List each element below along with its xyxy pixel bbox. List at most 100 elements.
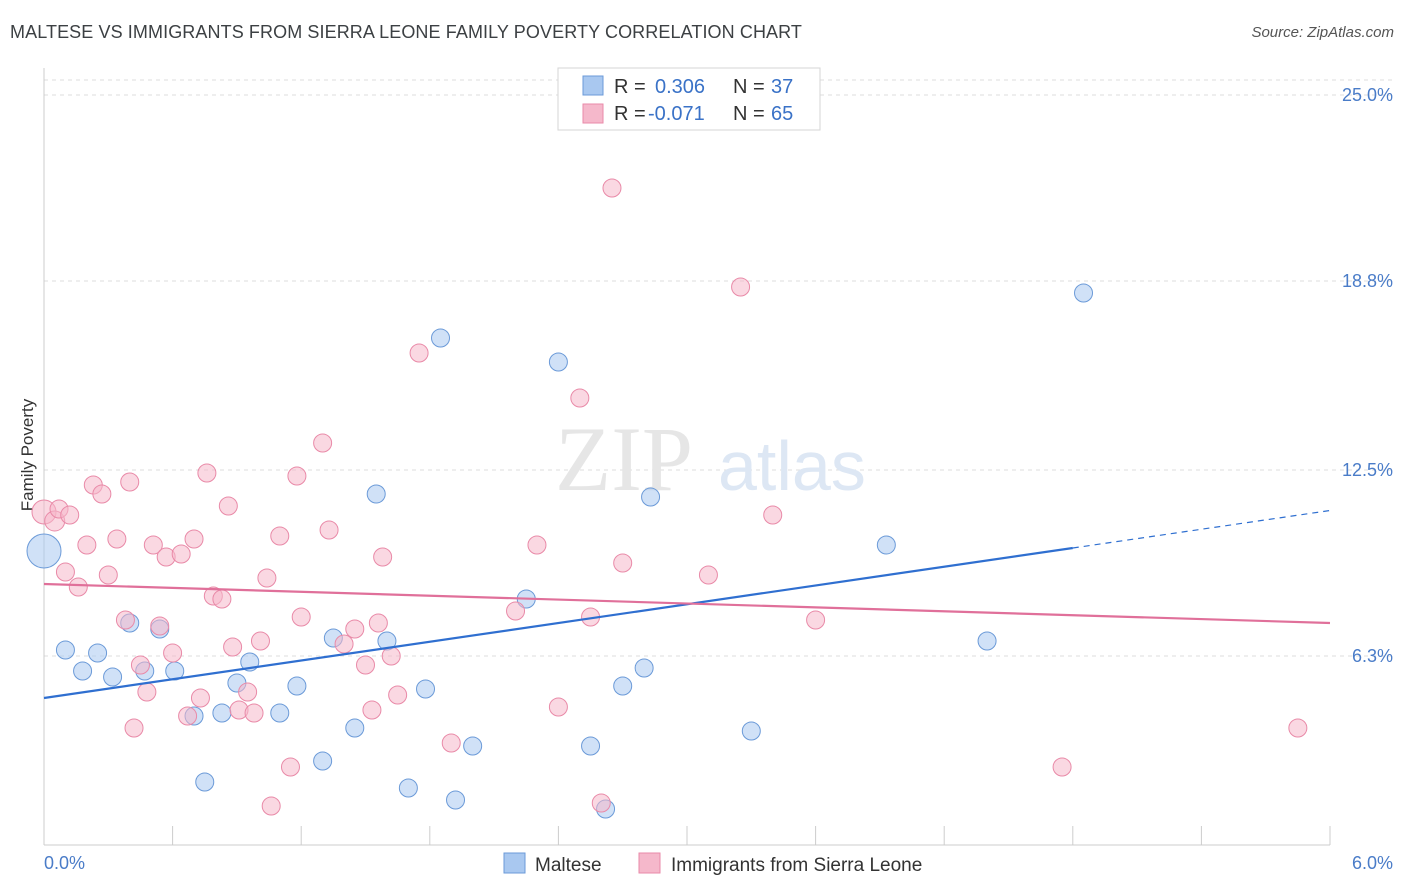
y-tick-labels: 6.3% 12.5% 18.8% 25.0% — [1342, 85, 1393, 666]
data-point — [1052, 757, 1072, 777]
trend-line-0 — [43, 546, 1073, 700]
data-point — [806, 610, 826, 630]
series-sierra-leone-points — [31, 178, 1308, 816]
data-point — [212, 703, 232, 723]
legend-r-value-1: -0.071 — [648, 103, 705, 125]
data-point — [362, 700, 382, 720]
bottom-legend-label-maltese: Maltese — [535, 855, 602, 876]
data-point — [373, 547, 393, 567]
grid-lines — [44, 79, 1392, 657]
chart-title: MALTESE VS IMMIGRANTS FROM SIERRA LEONE … — [10, 22, 803, 42]
data-point — [190, 688, 210, 708]
y-tick-label: 18.8% — [1342, 271, 1393, 291]
data-point — [634, 658, 654, 678]
data-point — [345, 619, 365, 639]
legend-r-label-0: R = — [614, 76, 646, 98]
data-point — [398, 778, 418, 798]
data-point — [197, 463, 217, 483]
data-point — [270, 526, 290, 546]
data-point — [313, 751, 333, 771]
data-point — [388, 685, 408, 705]
data-point — [287, 676, 307, 696]
data-point — [184, 529, 204, 549]
y-tick-label: 12.5% — [1342, 460, 1393, 480]
bottom-legend-swatch-maltese — [503, 852, 526, 874]
data-point — [381, 646, 401, 666]
data-point — [171, 544, 191, 564]
data-point — [244, 703, 264, 723]
data-point — [319, 520, 339, 540]
data-point — [463, 736, 483, 756]
data-point — [698, 565, 718, 585]
data-point — [291, 607, 311, 627]
data-point — [368, 613, 388, 633]
data-point — [26, 533, 62, 569]
data-point — [218, 496, 238, 516]
data-point — [150, 616, 170, 636]
bottom-legend-label-sierra-leone: Immigrants from Sierra Leone — [671, 855, 922, 876]
data-point — [257, 568, 277, 588]
data-point — [313, 433, 333, 453]
data-point — [731, 277, 751, 297]
source-label: Source: ZipAtlas.com — [1251, 24, 1394, 41]
series-maltese-points — [26, 283, 1094, 819]
data-point — [506, 601, 526, 621]
data-point — [195, 772, 215, 792]
data-point — [1288, 718, 1308, 738]
data-point — [613, 676, 633, 696]
data-point — [977, 631, 997, 651]
data-point — [98, 565, 118, 585]
data-point — [548, 697, 568, 717]
y-tick-label: 6.3% — [1352, 646, 1393, 666]
data-point — [115, 610, 135, 630]
data-point — [238, 682, 258, 702]
legend-n-value-1: 65 — [771, 103, 793, 125]
data-point — [163, 643, 183, 663]
data-point — [261, 796, 281, 816]
x-tick-label-min: 0.0% — [44, 853, 85, 873]
data-point — [55, 640, 75, 660]
data-point — [88, 643, 108, 663]
legend-n-value-0: 37 — [771, 76, 793, 98]
data-point — [741, 721, 761, 741]
data-point — [137, 682, 157, 702]
data-point — [1074, 283, 1094, 303]
legend-n-label-1: N = — [733, 103, 765, 125]
x-tick-label-max: 6.0% — [1352, 853, 1393, 873]
data-point — [280, 757, 300, 777]
trend-line-1 — [43, 582, 1331, 625]
y-axis-label: Family Poverty — [18, 398, 37, 511]
data-point — [55, 562, 75, 582]
data-point — [124, 718, 144, 738]
data-point — [92, 484, 112, 504]
data-point — [107, 529, 127, 549]
data-point — [581, 736, 601, 756]
data-point — [441, 733, 461, 753]
data-point — [416, 679, 436, 699]
legend-box: R = 0.306 N = 37 R = -0.071 N = 65 — [557, 67, 821, 131]
data-point — [356, 655, 375, 675]
x-ticks — [43, 826, 1331, 845]
trend-line-extension-0 — [1072, 509, 1331, 549]
data-point — [178, 706, 198, 726]
legend-n-label-0: N = — [733, 76, 765, 98]
data-point — [613, 553, 633, 573]
watermark-zip: ZIP — [555, 408, 693, 510]
legend-swatch-sierra-leone — [582, 103, 604, 124]
data-point — [763, 505, 783, 525]
data-point — [130, 655, 150, 675]
data-point — [73, 661, 93, 681]
data-point — [60, 505, 80, 525]
data-point — [366, 484, 386, 504]
data-point — [527, 535, 547, 555]
data-point — [250, 631, 270, 651]
data-point — [548, 352, 568, 372]
bottom-legend: Maltese Immigrants from Sierra Leone — [503, 852, 922, 876]
data-point — [591, 793, 611, 813]
data-point — [409, 343, 429, 363]
legend-r-value-0: 0.306 — [655, 76, 705, 98]
data-point — [602, 178, 622, 198]
data-point — [641, 487, 661, 507]
data-point — [120, 472, 140, 492]
